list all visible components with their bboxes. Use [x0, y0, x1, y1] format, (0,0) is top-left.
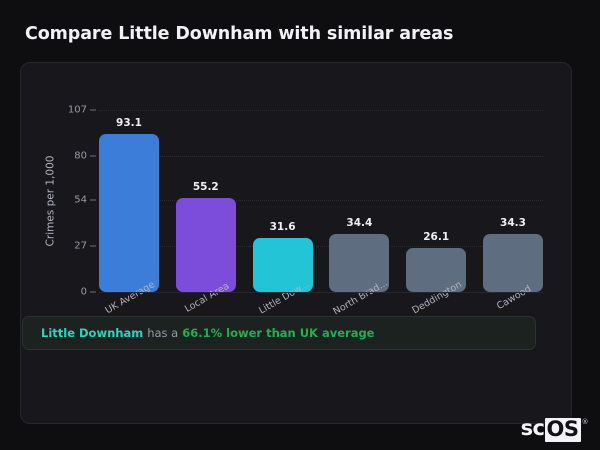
scos-watermark: sc OS ® [521, 418, 588, 442]
bar[interactable] [175, 198, 236, 292]
y-tick-mark [90, 155, 96, 157]
watermark-registered-icon: ® [581, 418, 589, 426]
insight-connector: has a [147, 326, 179, 340]
bar-group[interactable]: 93.1 UK Average [99, 110, 159, 316]
bar[interactable] [252, 238, 313, 292]
bar[interactable] [483, 233, 543, 292]
page-title: Compare Little Downham with similar area… [25, 24, 454, 44]
y-tick-label: 54 [74, 194, 87, 206]
y-tick-mark [90, 291, 96, 293]
y-tick-label: 27 [74, 240, 87, 252]
insight-banner: Little Downham has a 66.1% lower than UK… [22, 316, 536, 350]
bar-value-label: 55.2 [192, 181, 219, 194]
bar-group[interactable]: 55.2 Local Area [175, 110, 236, 315]
bar-value-label: 34.4 [346, 216, 373, 229]
y-axis-title-label: Crimes per 1,000 [44, 155, 56, 247]
bar-value-label: 34.3 [500, 216, 526, 229]
y-tick-mark [90, 109, 96, 111]
chart-plot-area: 0 27 54 80 107 93.1 UK Average 55.2 Local Area 31… [68, 105, 543, 318]
y-tick-label: 80 [74, 150, 87, 162]
insight-statistic: 66.1% lower than UK average [182, 326, 375, 340]
bar-value-label: 26.1 [423, 230, 450, 243]
gridline [99, 110, 543, 111]
y-axis-title: Crimes per 1,000 [43, 110, 57, 292]
bar[interactable] [329, 233, 390, 292]
watermark-prefix: sc [520, 416, 545, 440]
gridline [99, 155, 543, 157]
gridline [99, 200, 543, 202]
y-tick-label: 107 [67, 104, 87, 116]
insight-area-name: Little Downham [41, 326, 144, 340]
gridline [99, 246, 543, 248]
bar-value-label: 31.6 [269, 221, 296, 234]
y-tick-label: 0 [80, 286, 87, 298]
bar-group[interactable]: 34.4 North Brad... [329, 110, 390, 318]
bar[interactable] [99, 133, 159, 292]
bar-group[interactable]: 26.1 Deddington [406, 110, 467, 316]
chart-card: Crimes per 1,000 0 27 54 80 107 93.1 UK Averag… [20, 62, 572, 424]
bar[interactable] [406, 247, 467, 292]
y-tick-mark [90, 199, 96, 201]
y-tick-mark [90, 245, 96, 247]
bar-value-label: 93.1 [116, 116, 142, 129]
x-axis-baseline [99, 292, 543, 293]
watermark-highlight: OS [544, 417, 581, 442]
bar-group[interactable]: 31.6 Little Dow... [252, 110, 313, 317]
bar-group[interactable]: 34.3 Cawood [483, 110, 543, 312]
